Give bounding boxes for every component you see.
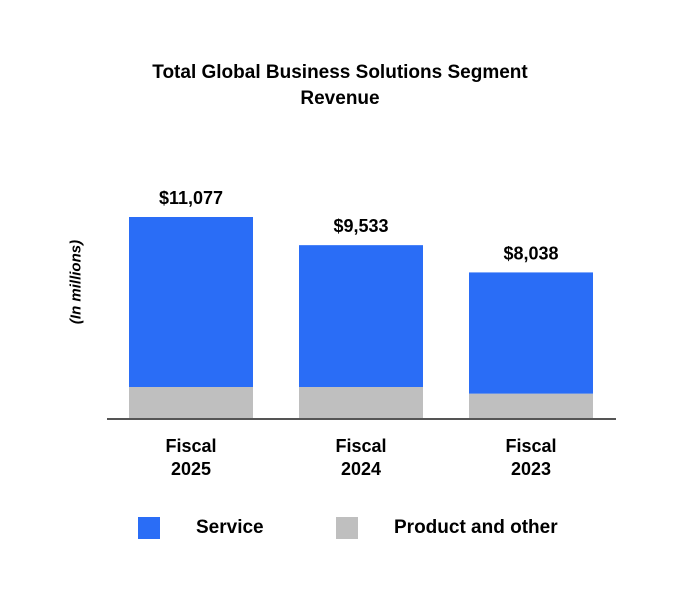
x-tick-label-2-0: Fiscal [505,436,556,456]
bar-service-2 [469,272,593,394]
total-label-0: $11,077 [159,188,223,208]
legend-item-service: Service [138,516,264,540]
x-tick-label-0-0: Fiscal [165,436,216,456]
chart-title-line-2: Revenue [300,88,380,109]
total-label-1: $9,533 [333,216,388,236]
bar-product-and-other-2 [469,393,593,419]
x-tick-label-1-1: 2024 [341,459,381,479]
legend-label-product: Product and other [394,517,558,538]
chart-title-line-1: Total Global Business Solutions Segment [152,62,528,83]
legend-label-service: Service [196,517,264,538]
bar-service-0 [129,217,253,387]
chart-title: Total Global Business Solutions Segment … [0,60,680,112]
x-tick-label-2-1: 2023 [511,459,551,479]
total-label-2: $8,038 [503,243,558,263]
bar-product-and-other-1 [299,386,423,419]
x-tick-label-0-1: 2025 [171,459,211,479]
legend-swatch-product [336,517,358,539]
legend-item-product: Product and other [336,516,558,540]
legend-swatch-service [138,517,160,539]
bar-product-and-other-0 [129,386,253,419]
bar-service-1 [299,245,423,387]
x-tick-label-1-0: Fiscal [335,436,386,456]
